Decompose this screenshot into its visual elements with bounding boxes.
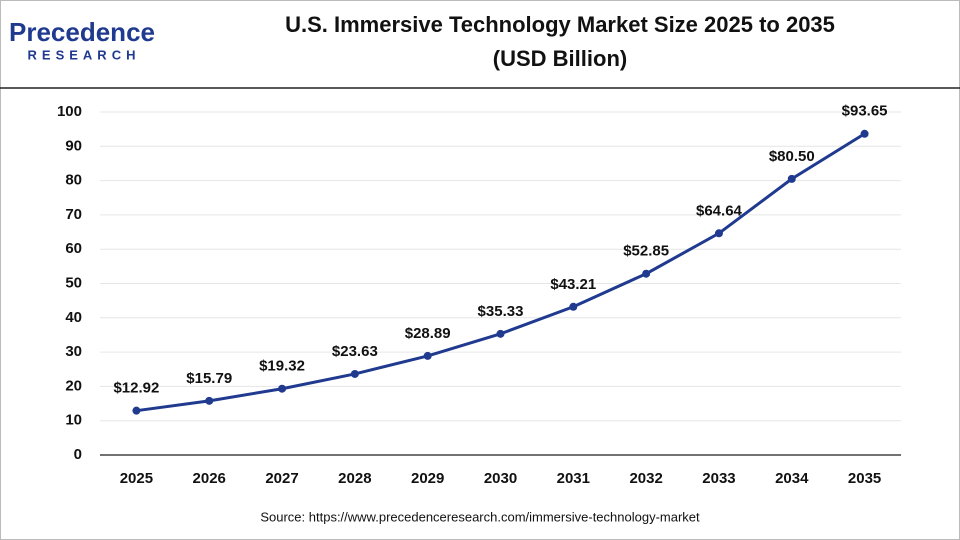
x-tick-label: 2026: [193, 470, 226, 487]
x-tick-label: 2027: [265, 470, 298, 487]
value-label: $64.64: [696, 202, 743, 219]
x-tick-label: 2032: [629, 470, 662, 487]
y-tick-label: 70: [65, 206, 82, 223]
point: [569, 302, 578, 311]
point: [350, 369, 359, 378]
x-tick-label: 2028: [338, 470, 371, 487]
point: [496, 329, 505, 338]
y-tick-label: 10: [65, 412, 82, 429]
value-label: $35.33: [478, 303, 524, 320]
value-label: $12.92: [113, 380, 159, 397]
value-label: $93.65: [842, 103, 888, 120]
y-tick-label: 20: [65, 377, 82, 394]
point: [860, 129, 869, 138]
value-label: $28.89: [405, 325, 451, 342]
value-label: $19.32: [259, 358, 305, 375]
value-label: $43.21: [550, 276, 596, 293]
source: Source: https://www.precedenceresearch.c…: [260, 509, 700, 524]
chart-subtitle: (USD Billion): [493, 46, 627, 71]
chart-title: U.S. Immersive Technology Market Size 20…: [285, 12, 835, 37]
logo-name: Precedence: [9, 17, 155, 47]
x-tick-label: 2029: [411, 470, 444, 487]
x-tick-label: 2025: [120, 470, 153, 487]
x-tick-label: 2034: [775, 470, 809, 487]
y-tick-label: 90: [65, 137, 82, 154]
x-tick-label: 2030: [484, 470, 517, 487]
value-label: $80.50: [769, 148, 815, 165]
value-label: $15.79: [186, 370, 232, 387]
x-tick-label: 2033: [702, 470, 735, 487]
point: [205, 396, 214, 405]
point: [714, 229, 723, 238]
value-label: $52.85: [623, 243, 669, 260]
point: [423, 351, 432, 360]
x-tick-label: 2031: [557, 470, 590, 487]
point: [787, 174, 796, 183]
y-tick-label: 40: [65, 309, 82, 326]
x-tick-label: 2035: [848, 470, 881, 487]
y-tick-label: 0: [74, 446, 82, 463]
y-tick-label: 50: [65, 274, 82, 291]
value-label: $23.63: [332, 343, 378, 360]
y-tick-label: 30: [65, 343, 82, 360]
point: [132, 406, 141, 415]
logo-tagline: RESEARCH: [28, 47, 141, 62]
point: [278, 384, 287, 393]
y-tick-label: 60: [65, 240, 82, 257]
point: [642, 269, 651, 278]
y-tick-label: 80: [65, 172, 82, 189]
y-tick-label: 100: [57, 103, 82, 120]
